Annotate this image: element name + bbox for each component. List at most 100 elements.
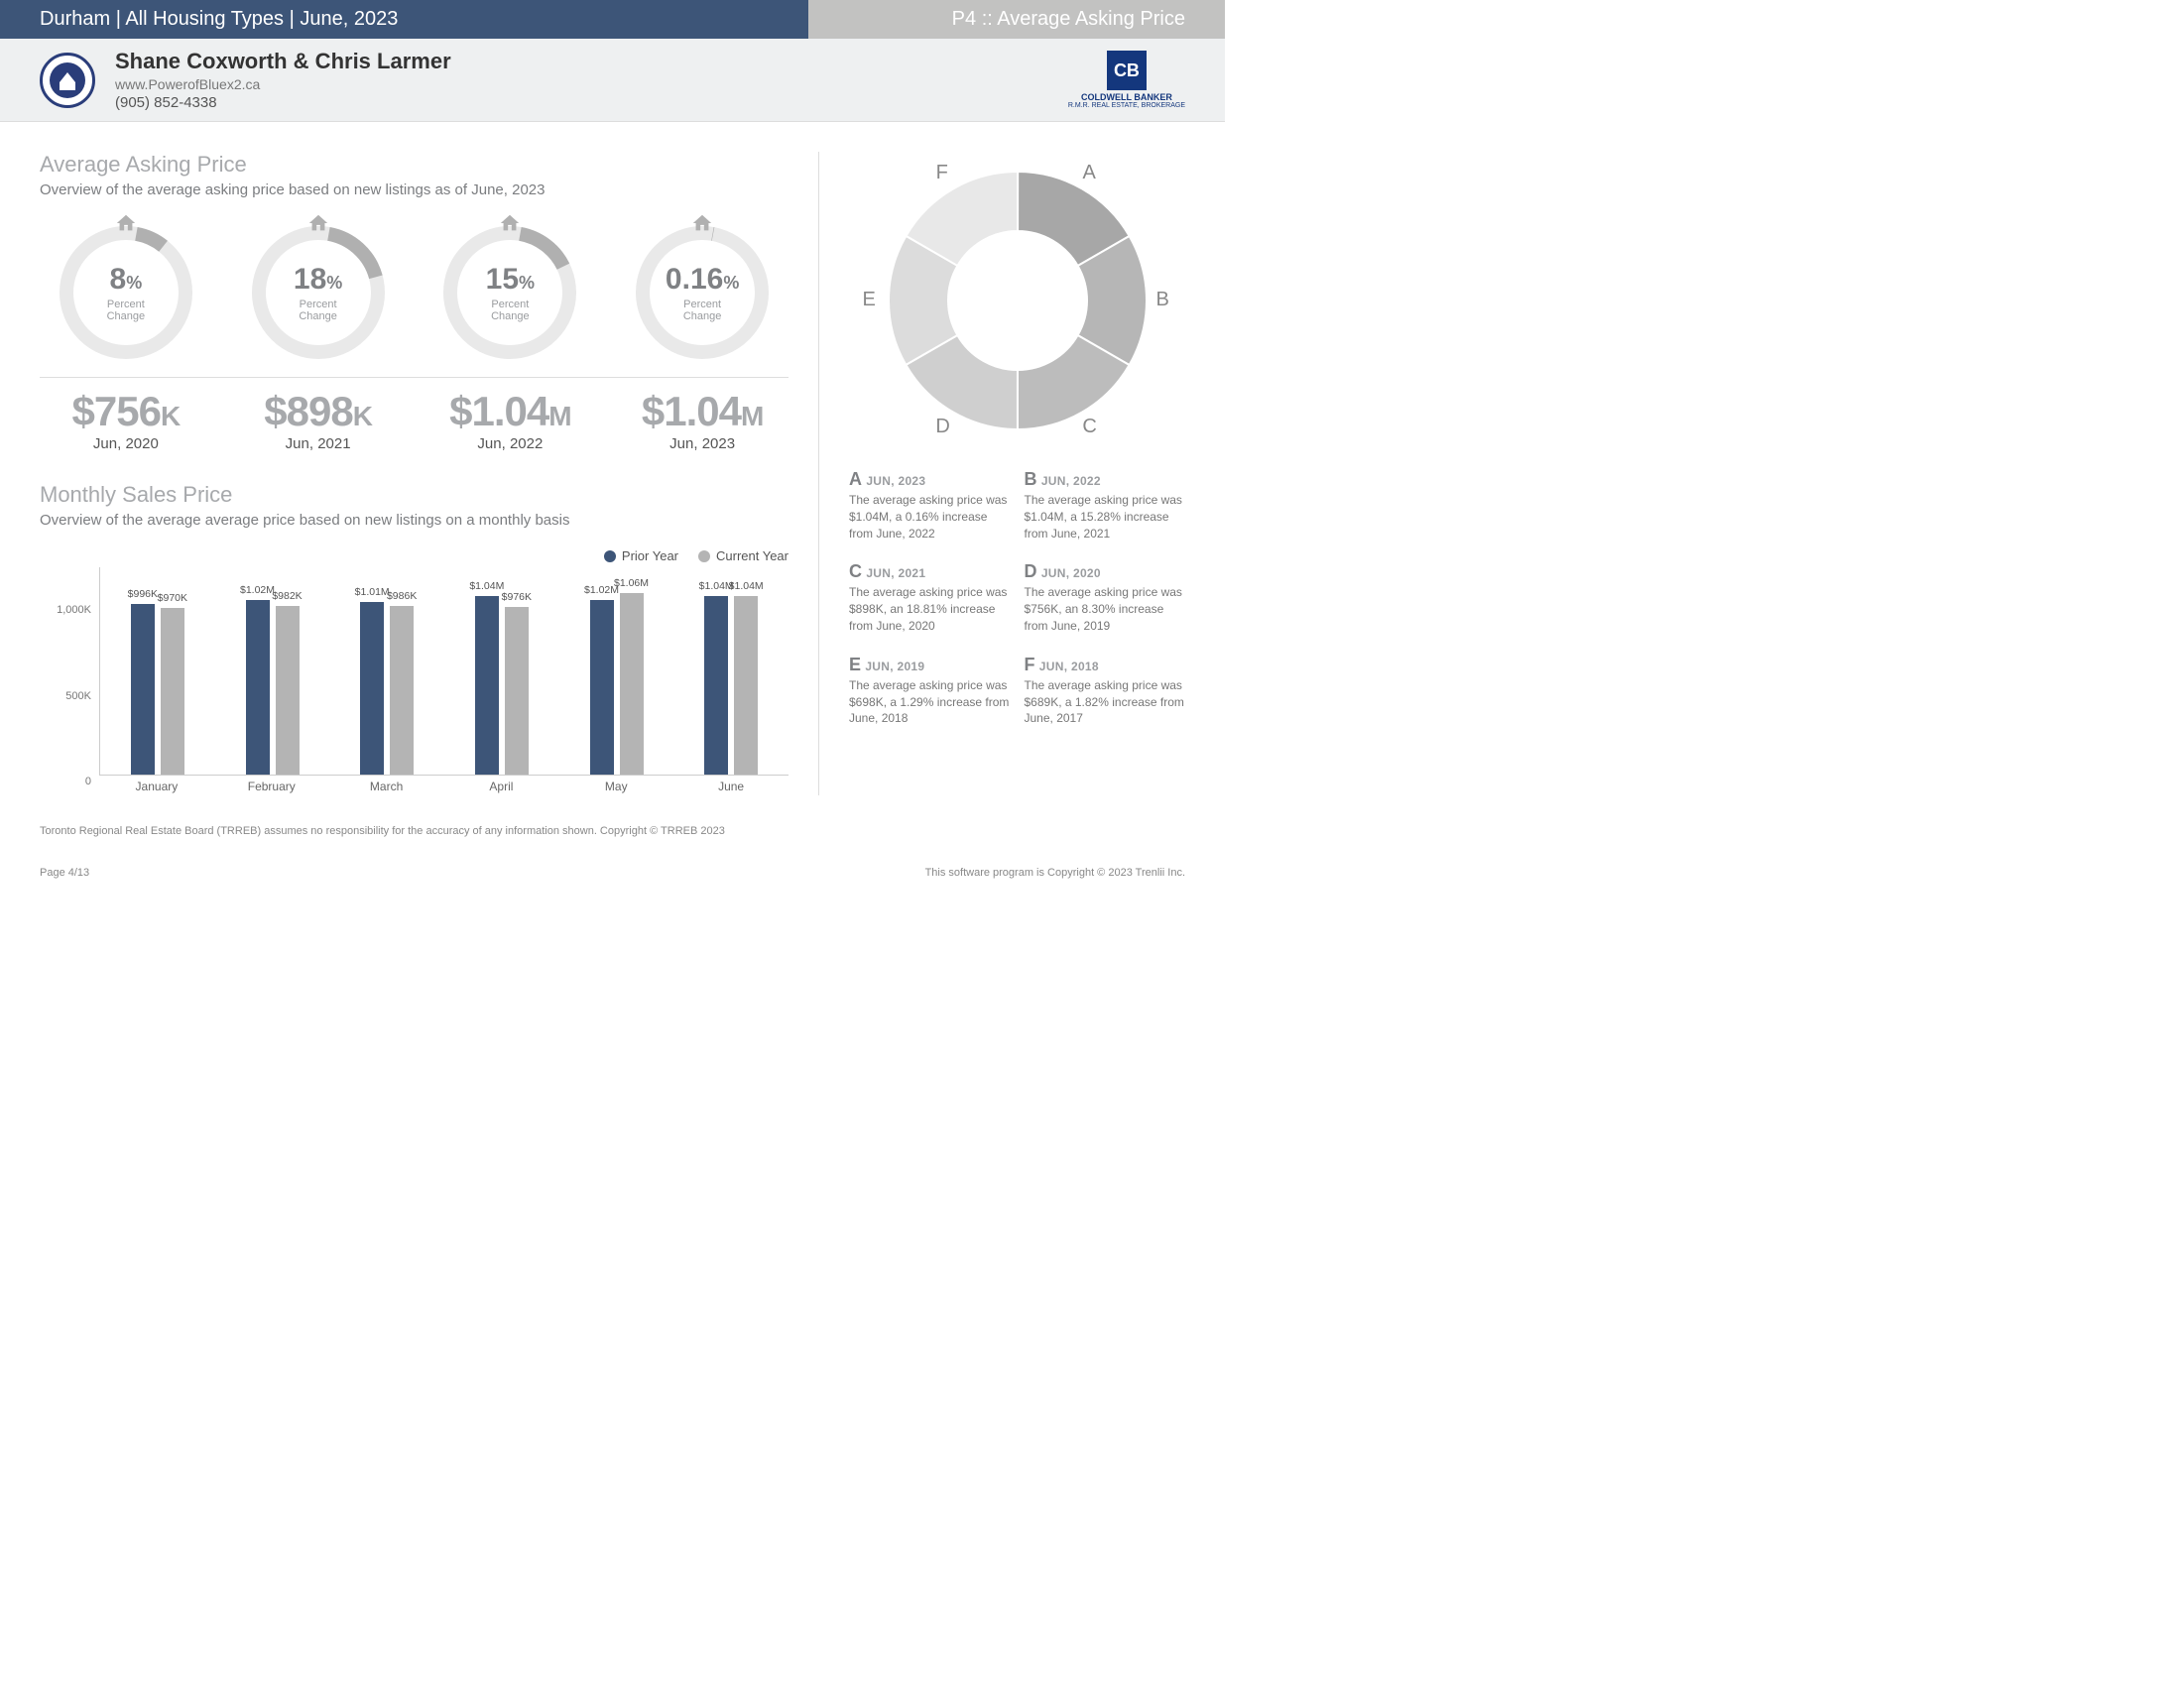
bar-label: $996K — [128, 588, 158, 600]
section1-title: Average Asking Price — [40, 152, 789, 178]
donut-chart: ABCDEF — [869, 152, 1166, 449]
summary-heading: CJun, 2021 — [849, 561, 1011, 582]
price-date: Jun, 2021 — [232, 435, 405, 452]
bar-group: $1.04M $976K — [475, 596, 529, 775]
brand-badge: CB — [1107, 51, 1147, 90]
gauge-0: 8% Percent Change — [40, 218, 212, 367]
bar-group: $996K $970K — [131, 604, 184, 775]
summary-C: CJun, 2021 The average asking price was … — [849, 561, 1011, 634]
bar-label: $986K — [387, 590, 417, 602]
bar-prior: $1.02M — [590, 600, 614, 775]
bar-label: $1.06M — [614, 577, 649, 589]
summary-A: AJun, 2023 The average asking price was … — [849, 469, 1011, 541]
house-icon — [307, 212, 329, 240]
gauge-label: Percent Change — [473, 299, 547, 322]
bar-group: $1.01M $986K — [360, 602, 414, 775]
x-label: June — [718, 780, 744, 793]
bar-group: $1.02M $1.06M — [590, 593, 644, 775]
bars-area: $996K $970K $1.02M $982K $1.01M $986K $1… — [99, 567, 789, 776]
gauge-value: 0.16% — [666, 263, 740, 297]
copyright: This software program is Copyright © 202… — [925, 867, 1185, 879]
x-label: May — [605, 780, 628, 793]
topbar: Durham | All Housing Types | June, 2023 … — [0, 0, 1225, 39]
section1-sub: Overview of the average asking price bas… — [40, 181, 789, 198]
brand-main: COLDWELL BANKER — [1068, 92, 1185, 102]
price-date: Jun, 2020 — [40, 435, 212, 452]
section2-sub: Overview of the average average price ba… — [40, 512, 789, 529]
bar-prior: $1.01M — [360, 602, 384, 775]
monthly-sales-section: Monthly Sales Price Overview of the aver… — [40, 482, 789, 795]
gauge-label: Percent Change — [88, 299, 163, 322]
y-tick: 0 — [85, 776, 91, 787]
gauge-1: 18% Percent Change — [232, 218, 405, 367]
header-info: Shane Coxworth & Chris Larmer www.Powero… — [115, 49, 1068, 111]
x-label: January — [136, 780, 179, 793]
bar-label: $1.04M — [469, 580, 504, 592]
summary-heading: AJun, 2023 — [849, 469, 1011, 490]
agent-logo — [40, 53, 95, 108]
legend-prior-label: Prior Year — [622, 548, 678, 563]
left-column: Average Asking Price Overview of the ave… — [40, 152, 789, 795]
gauges-row: 8% Percent Change 18% Percent Change — [40, 218, 789, 367]
x-axis: JanuaryFebruaryMarchAprilMayJune — [99, 776, 789, 795]
footer: Toronto Regional Real Estate Board (TRRE… — [0, 805, 1225, 899]
legend-current: Current Year — [698, 548, 789, 563]
bar-prior: $996K — [131, 604, 155, 775]
legend-swatch-current — [698, 550, 710, 562]
section2-title: Monthly Sales Price — [40, 482, 789, 508]
donut-label-B: B — [1156, 289, 1169, 311]
bar-label: $976K — [502, 591, 532, 603]
x-label: March — [370, 780, 403, 793]
prices-row: $756K Jun, 2020 $898K Jun, 2021 $1.04M J… — [40, 377, 789, 452]
summary-desc: The average asking price was $756K, an 8… — [1025, 584, 1186, 634]
disclaimer: Toronto Regional Real Estate Board (TRRE… — [40, 825, 1185, 837]
summary-B: BJun, 2022 The average asking price was … — [1025, 469, 1186, 541]
summary-heading: EJun, 2019 — [849, 655, 1011, 675]
price-value: $1.04M — [616, 388, 789, 435]
price-date: Jun, 2022 — [425, 435, 597, 452]
bar-prior: $1.02M — [246, 600, 270, 775]
price-value: $756K — [40, 388, 212, 435]
bar-label: $1.02M — [240, 584, 275, 596]
summary-desc: The average asking price was $1.04M, a 1… — [1025, 492, 1186, 541]
agent-phone: (905) 852-4338 — [115, 94, 1068, 111]
content: Average Asking Price Overview of the ave… — [0, 122, 1225, 805]
gauge-label: Percent Change — [281, 299, 355, 322]
bar-label: $1.04M — [729, 580, 764, 592]
donut-label-C: C — [1082, 416, 1096, 438]
y-tick: 1,000K — [57, 604, 91, 616]
price-cell-3: $1.04M Jun, 2023 — [616, 388, 789, 452]
x-label: April — [489, 780, 513, 793]
bar-prior: $1.04M — [704, 596, 728, 775]
summary-desc: The average asking price was $898K, an 1… — [849, 584, 1011, 634]
price-cell-1: $898K Jun, 2021 — [232, 388, 405, 452]
summary-grid: AJun, 2023 The average asking price was … — [849, 469, 1185, 727]
summary-F: FJun, 2018 The average asking price was … — [1025, 655, 1186, 727]
summary-desc: The average asking price was $689K, a 1.… — [1025, 677, 1186, 727]
agent-url: www.PowerofBluex2.ca — [115, 76, 1068, 92]
summary-heading: FJun, 2018 — [1025, 655, 1186, 675]
bar-chart: 0500K1,000K $996K $970K $1.02M $982K $1.… — [40, 567, 789, 776]
house-icon — [115, 212, 137, 240]
summary-D: DJun, 2020 The average asking price was … — [1025, 561, 1186, 634]
legend-current-label: Current Year — [716, 548, 789, 563]
y-axis: 0500K1,000K — [40, 567, 99, 776]
price-cell-2: $1.04M Jun, 2022 — [425, 388, 597, 452]
summary-E: EJun, 2019 The average asking price was … — [849, 655, 1011, 727]
brand-sub: R.M.R. REAL ESTATE, BROKERAGE — [1068, 102, 1185, 109]
summary-heading: BJun, 2022 — [1025, 469, 1186, 490]
gauge-value: 8% — [88, 263, 163, 297]
gauge-value: 15% — [473, 263, 547, 297]
bar-label: $1.01M — [355, 586, 390, 598]
gauge-value: 18% — [281, 263, 355, 297]
donut-svg — [869, 152, 1166, 449]
summary-desc: The average asking price was $698K, a 1.… — [849, 677, 1011, 727]
page-number: Page 4/13 — [40, 867, 89, 879]
gauge-2: 15% Percent Change — [425, 218, 597, 367]
topbar-left-title: Durham | All Housing Types | June, 2023 — [0, 0, 808, 39]
brand-logo: CB COLDWELL BANKER R.M.R. REAL ESTATE, B… — [1068, 51, 1185, 109]
bar-prior: $1.04M — [475, 596, 499, 775]
donut-label-F: F — [936, 162, 948, 184]
donut-label-A: A — [1083, 162, 1096, 184]
gauge-label: Percent Change — [666, 299, 740, 322]
